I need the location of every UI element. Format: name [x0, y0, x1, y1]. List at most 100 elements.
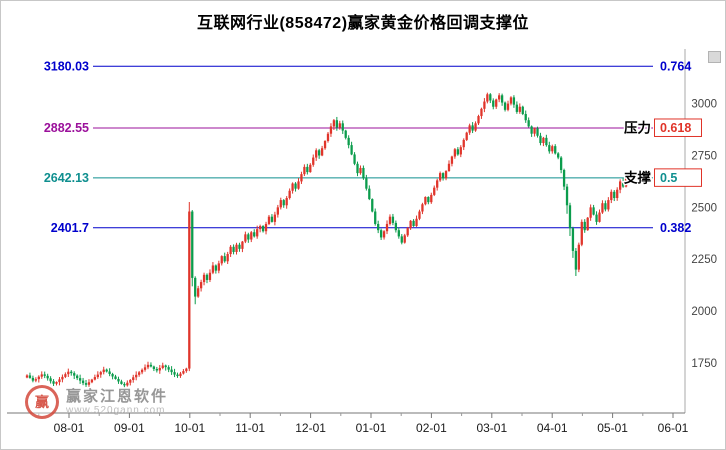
pressure-label: 压力 — [624, 119, 651, 135]
brand-logo-icon: 赢 — [25, 385, 59, 419]
fib-price-label-0.764: 3180.03 — [44, 59, 89, 73]
candle-body — [385, 223, 389, 232]
candle-body — [433, 187, 436, 195]
candle-body — [521, 106, 524, 114]
candle-body — [67, 371, 70, 375]
candle-body — [359, 167, 362, 174]
watermark-texts: 赢家江恩软件 www.520gann.com — [66, 388, 168, 417]
candle-body — [530, 126, 533, 134]
candle-body — [291, 183, 294, 191]
candle-body — [577, 244, 580, 270]
candle-body — [182, 371, 185, 374]
x-axis-label-10-01: 10-01 — [174, 421, 205, 435]
candle-body — [548, 145, 551, 152]
candle-body — [84, 383, 88, 385]
candle-body — [149, 364, 153, 367]
watermark: 赢 赢家江恩软件 www.520gann.com — [25, 385, 168, 419]
candle-body — [229, 246, 232, 255]
y-axis-label-2250: 2250 — [691, 254, 717, 266]
candle-body — [456, 149, 459, 155]
candle-body — [52, 381, 55, 384]
candle-body — [545, 137, 548, 146]
candle-body — [586, 217, 589, 231]
candle-body — [191, 211, 194, 278]
candle-body — [140, 369, 144, 373]
candle-body — [176, 374, 179, 377]
candle-body — [129, 379, 132, 383]
candle-body — [604, 203, 607, 210]
candle-body — [90, 379, 94, 383]
candle-body — [43, 374, 46, 376]
fib-ratio-label-0.764: 0.764 — [660, 59, 691, 73]
candle-body — [188, 211, 191, 369]
candle-body — [199, 282, 203, 289]
candle-body — [137, 372, 141, 375]
x-axis-label-08-01: 08-01 — [54, 421, 85, 435]
candle-body — [415, 218, 418, 227]
candle-body — [99, 372, 102, 375]
candle-body — [232, 246, 235, 252]
candle-body — [126, 382, 129, 386]
candle-body — [76, 375, 79, 379]
candle-body — [616, 189, 619, 199]
candle-body — [34, 379, 38, 381]
candle-body — [81, 380, 85, 384]
candle-body — [194, 277, 197, 297]
candle-body — [427, 196, 430, 203]
candle-body — [40, 374, 43, 377]
x-axis-label-12-01: 12-01 — [295, 421, 326, 435]
candle-body — [55, 382, 58, 384]
candle-body — [559, 157, 563, 171]
candle-body — [250, 232, 253, 240]
candle-body — [468, 125, 471, 133]
x-axis-label-04-01: 04-01 — [537, 421, 568, 435]
candle-body — [273, 214, 277, 222]
y-axis-label-2500: 2500 — [691, 202, 717, 214]
candle-body — [235, 244, 238, 252]
candle-body — [438, 173, 442, 181]
candle-body — [211, 265, 215, 273]
candle-body — [397, 230, 400, 237]
x-axis-label-02-01: 02-01 — [416, 421, 447, 435]
candle-body — [341, 123, 344, 131]
watermark-url: www.520gann.com — [66, 404, 166, 416]
candle-body — [557, 153, 560, 158]
candle-body — [173, 372, 176, 375]
candle-body — [506, 103, 510, 110]
candle-body — [253, 232, 256, 237]
candle-body — [28, 375, 32, 378]
candle-body — [73, 373, 76, 376]
candle-body — [459, 147, 462, 155]
candle-body — [49, 378, 52, 382]
candle-body — [424, 196, 427, 205]
x-axis-label-01-01: 01-01 — [356, 421, 387, 435]
candle-body — [61, 376, 64, 380]
brand-logo-glyph: 赢 — [35, 394, 49, 410]
candle-body — [430, 194, 433, 203]
candle-body — [453, 149, 457, 157]
watermark-brand: 赢家江恩软件 — [66, 387, 169, 405]
candle-body — [146, 364, 150, 368]
candle-body — [391, 216, 395, 223]
candle-body — [58, 379, 61, 383]
fib-price-label-0.618: 2882.55 — [44, 121, 89, 135]
candle-body — [37, 376, 40, 380]
candle-body — [447, 163, 451, 172]
candle-body — [161, 365, 164, 368]
candle-body — [167, 367, 170, 370]
candle-body — [595, 214, 598, 222]
candle-body — [371, 199, 374, 212]
candle-body — [583, 221, 586, 231]
candle-body — [264, 223, 268, 232]
x-axis-label-11-01: 11-01 — [235, 421, 265, 435]
candle-body — [379, 230, 383, 238]
y-axis-label-2000: 2000 — [691, 306, 717, 318]
candle-body — [347, 137, 350, 146]
scrollbar-corner-button[interactable] — [708, 51, 721, 63]
candle-body — [309, 164, 312, 173]
candle-body — [377, 223, 380, 231]
candle-body — [282, 200, 285, 206]
candle-body — [244, 234, 247, 242]
